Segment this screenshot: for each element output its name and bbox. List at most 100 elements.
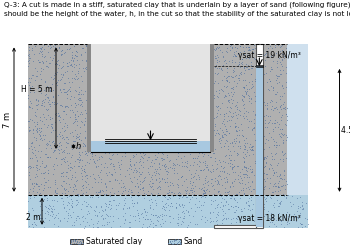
- Point: [60, 87, 66, 91]
- Point: [32, 148, 37, 152]
- Point: [30, 189, 36, 193]
- Point: [229, 46, 234, 50]
- Point: [273, 146, 278, 149]
- Point: [258, 105, 263, 109]
- Point: [74, 77, 79, 81]
- Point: [263, 49, 268, 53]
- Point: [193, 209, 198, 213]
- Point: [177, 196, 182, 200]
- Point: [72, 159, 78, 163]
- Point: [66, 60, 72, 64]
- Point: [249, 216, 254, 220]
- Point: [133, 184, 138, 188]
- Point: [212, 159, 218, 163]
- Point: [223, 78, 229, 82]
- Point: [283, 112, 288, 116]
- Point: [243, 136, 248, 140]
- Point: [253, 125, 259, 129]
- Point: [277, 201, 283, 205]
- Point: [140, 180, 145, 184]
- Point: [82, 144, 88, 148]
- Point: [67, 131, 73, 135]
- Point: [98, 214, 103, 218]
- Point: [61, 174, 66, 178]
- Point: [272, 157, 277, 161]
- Point: [257, 99, 262, 103]
- Point: [63, 70, 68, 74]
- Point: [189, 190, 195, 194]
- Point: [84, 212, 90, 216]
- Point: [231, 69, 237, 73]
- Point: [230, 68, 236, 72]
- Point: [177, 194, 183, 198]
- Point: [242, 172, 247, 176]
- Point: [261, 187, 267, 191]
- Point: [52, 120, 58, 123]
- Point: [78, 53, 83, 57]
- Point: [172, 193, 177, 196]
- Point: [125, 169, 130, 172]
- Point: [39, 221, 44, 225]
- Point: [294, 215, 300, 219]
- Point: [236, 108, 241, 112]
- Point: [283, 196, 288, 199]
- Point: [34, 215, 39, 219]
- Point: [72, 184, 78, 188]
- Point: [36, 192, 41, 196]
- Point: [237, 190, 242, 194]
- Point: [42, 54, 48, 58]
- Point: [150, 225, 155, 229]
- Point: [149, 173, 155, 177]
- Point: [133, 160, 139, 164]
- Point: [241, 147, 247, 151]
- Point: [52, 189, 58, 193]
- Point: [217, 135, 223, 139]
- Point: [257, 202, 263, 206]
- Point: [260, 175, 266, 179]
- Point: [102, 208, 108, 212]
- Point: [77, 158, 83, 161]
- Point: [234, 214, 239, 218]
- Point: [175, 212, 181, 216]
- Point: [251, 110, 256, 113]
- Point: [121, 193, 127, 197]
- Point: [221, 216, 227, 220]
- Point: [47, 117, 53, 121]
- Point: [38, 129, 44, 133]
- Point: [51, 207, 57, 210]
- Point: [118, 179, 124, 183]
- Point: [201, 188, 206, 192]
- Point: [70, 121, 76, 125]
- Point: [251, 117, 257, 121]
- Point: [34, 122, 39, 125]
- Point: [230, 167, 235, 171]
- Point: [220, 159, 226, 163]
- Point: [209, 45, 215, 49]
- Point: [71, 62, 77, 66]
- Point: [138, 212, 144, 216]
- Point: [27, 129, 32, 133]
- Point: [234, 107, 239, 110]
- Point: [271, 143, 277, 147]
- Point: [223, 138, 229, 142]
- Point: [135, 208, 140, 212]
- Point: [91, 176, 96, 180]
- Point: [109, 153, 114, 157]
- Point: [50, 209, 55, 213]
- Point: [154, 155, 160, 159]
- Point: [251, 84, 256, 88]
- Point: [61, 186, 67, 190]
- Point: [63, 170, 69, 174]
- Point: [75, 146, 80, 150]
- Point: [251, 43, 257, 47]
- Point: [268, 65, 274, 69]
- Point: [272, 152, 278, 156]
- Point: [207, 69, 213, 73]
- Point: [41, 165, 47, 169]
- Point: [153, 223, 159, 227]
- Point: [48, 75, 54, 79]
- Point: [82, 167, 87, 171]
- Point: [254, 140, 260, 144]
- Point: [254, 148, 260, 152]
- Point: [204, 219, 210, 222]
